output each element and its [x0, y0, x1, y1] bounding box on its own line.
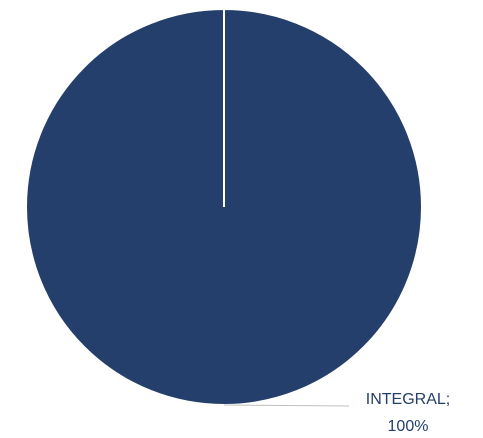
slice-value-label: 100% — [388, 418, 429, 435]
slice-category-label: INTEGRAL; — [366, 391, 450, 408]
leader-line — [223, 404, 350, 407]
pie-slice — [25, 7, 423, 407]
